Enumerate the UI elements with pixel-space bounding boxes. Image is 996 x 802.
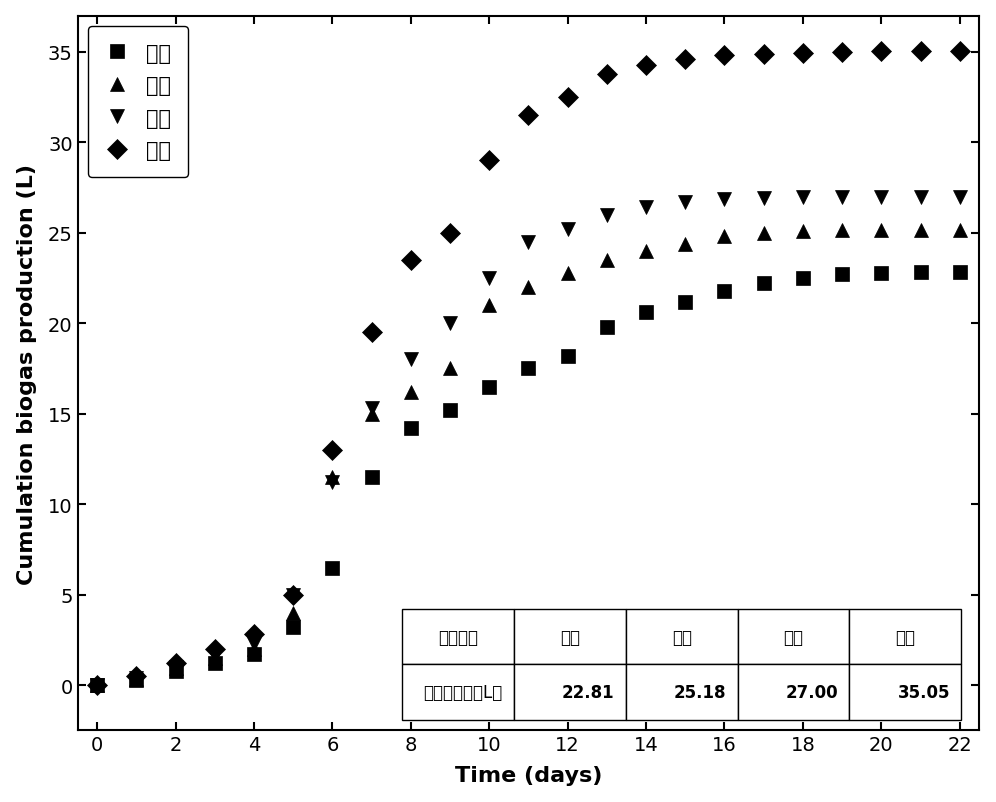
例二 <box>248 639 260 649</box>
例二 <box>169 662 181 672</box>
例一 <box>758 229 770 238</box>
例三 <box>718 51 730 61</box>
例一 <box>444 364 456 374</box>
Line: 对照: 对照 <box>91 266 967 692</box>
例三 <box>679 55 691 65</box>
例二 <box>679 198 691 208</box>
例一 <box>601 256 613 265</box>
例二 <box>875 192 887 202</box>
例三 <box>797 49 809 59</box>
Line: 例一: 例一 <box>91 223 967 692</box>
例二 <box>327 478 339 488</box>
对照 <box>169 666 181 675</box>
例二 <box>718 195 730 205</box>
例一 <box>836 226 848 236</box>
例二 <box>562 225 574 235</box>
对照 <box>287 622 299 632</box>
对照 <box>523 364 535 374</box>
例二 <box>758 193 770 203</box>
对照 <box>797 273 809 283</box>
例二 <box>483 273 495 283</box>
例三 <box>954 47 966 57</box>
对照 <box>718 286 730 296</box>
例一 <box>248 644 260 654</box>
Line: 例三: 例三 <box>91 45 967 692</box>
对照 <box>483 383 495 392</box>
对照 <box>248 650 260 659</box>
例一 <box>718 233 730 242</box>
例一 <box>523 283 535 293</box>
对照 <box>601 322 613 332</box>
对照 <box>327 563 339 573</box>
对照 <box>366 472 377 482</box>
例三 <box>875 47 887 57</box>
例二 <box>797 192 809 202</box>
例三 <box>404 256 416 265</box>
例一 <box>130 674 142 684</box>
例一 <box>640 247 652 257</box>
例三 <box>209 644 221 654</box>
例一 <box>875 225 887 235</box>
对照 <box>836 270 848 280</box>
例三 <box>640 61 652 71</box>
例三 <box>483 156 495 166</box>
例三 <box>914 47 926 57</box>
例二 <box>523 237 535 247</box>
例二 <box>601 211 613 221</box>
例二 <box>130 673 142 683</box>
对照 <box>444 406 456 415</box>
对照 <box>640 308 652 318</box>
例一 <box>914 225 926 235</box>
对照 <box>404 423 416 433</box>
例二 <box>640 204 652 213</box>
对照 <box>875 269 887 278</box>
例三 <box>169 658 181 668</box>
例一 <box>327 472 339 482</box>
例三 <box>836 48 848 58</box>
例三 <box>130 671 142 681</box>
例一 <box>483 301 495 310</box>
对照 <box>209 658 221 668</box>
对照 <box>954 268 966 277</box>
例一 <box>366 409 377 419</box>
例一 <box>679 240 691 249</box>
例一 <box>797 227 809 237</box>
例一 <box>169 663 181 673</box>
例三 <box>327 446 339 456</box>
例三 <box>287 590 299 600</box>
例三 <box>758 50 770 59</box>
对照 <box>914 268 926 277</box>
Legend: 对照, 例一, 例二, 例三: 对照, 例一, 例二, 例三 <box>88 27 188 178</box>
例一 <box>404 387 416 397</box>
例二 <box>92 680 104 690</box>
例三 <box>366 328 377 338</box>
Y-axis label: Cumulation biogas production (L): Cumulation biogas production (L) <box>17 164 37 584</box>
例二 <box>444 319 456 329</box>
例三 <box>562 93 574 103</box>
Line: 例二: 例二 <box>91 190 967 692</box>
对照 <box>562 351 574 361</box>
例一 <box>92 680 104 690</box>
例二 <box>366 404 377 414</box>
例二 <box>404 355 416 365</box>
例二 <box>954 192 966 202</box>
X-axis label: Time (days): Time (days) <box>455 765 603 785</box>
对照 <box>130 675 142 685</box>
例二 <box>836 192 848 202</box>
例一 <box>209 654 221 663</box>
例二 <box>287 590 299 600</box>
例三 <box>523 111 535 121</box>
例三 <box>444 229 456 238</box>
例三 <box>92 680 104 690</box>
对照 <box>758 279 770 289</box>
例三 <box>601 70 613 79</box>
对照 <box>92 680 104 690</box>
例一 <box>954 225 966 235</box>
例二 <box>209 651 221 661</box>
例二 <box>914 192 926 202</box>
例三 <box>248 630 260 639</box>
例一 <box>287 608 299 618</box>
对照 <box>679 298 691 307</box>
例一 <box>562 269 574 278</box>
